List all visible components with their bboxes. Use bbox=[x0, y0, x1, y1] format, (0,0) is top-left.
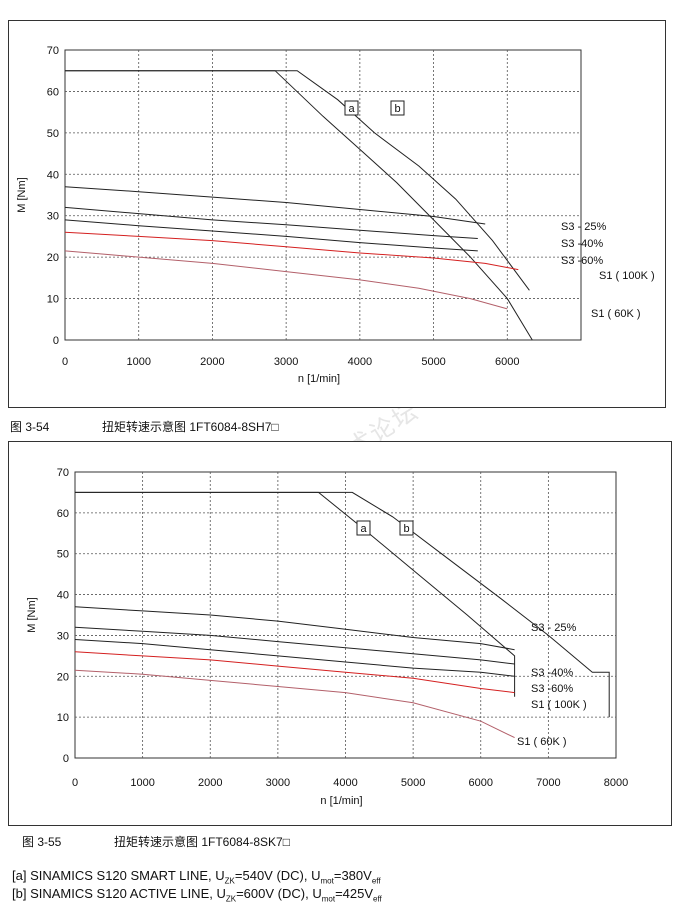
curve-label-b: b bbox=[394, 103, 400, 115]
figure-title-2: 扭矩转速示意图 1FT6084-8SK7□ bbox=[114, 835, 290, 849]
y-tick-label: 70 bbox=[57, 467, 69, 479]
series-line bbox=[74, 626, 515, 665]
x-tick-label: 6000 bbox=[495, 356, 519, 368]
figure-number-1: 图 3-54 bbox=[10, 420, 50, 434]
y-tick-label: 40 bbox=[57, 590, 69, 602]
series-line bbox=[64, 219, 478, 252]
x-tick-label: 8000 bbox=[604, 777, 628, 789]
curve-label-box-a bbox=[344, 100, 359, 116]
y-tick-label: 50 bbox=[47, 128, 59, 140]
y-tick-label: 40 bbox=[47, 169, 59, 181]
series-label: S1 ( 100K ) bbox=[599, 270, 655, 282]
x-tick-label: 7000 bbox=[536, 777, 560, 789]
x-tick-label: 5000 bbox=[421, 356, 445, 368]
legend-b-value: =425V bbox=[335, 886, 374, 901]
series-line bbox=[74, 606, 515, 651]
plot-area-border bbox=[74, 471, 617, 759]
legend-a-prefix: [a] SINAMICS S120 SMART LINE, U bbox=[12, 868, 225, 883]
y-tick-label: 30 bbox=[57, 630, 69, 642]
series-label: S1 ( 100K ) bbox=[531, 699, 587, 711]
series-label: S3 -60% bbox=[531, 683, 573, 695]
series-line bbox=[74, 669, 515, 739]
x-tick-label: 3000 bbox=[266, 777, 290, 789]
series-line bbox=[74, 639, 515, 677]
curve-label-a: a bbox=[348, 103, 355, 115]
x-tick-label: 0 bbox=[72, 777, 78, 789]
y-axis-label: M [Nm] bbox=[16, 177, 28, 212]
y-tick-label: 20 bbox=[57, 671, 69, 683]
series-label: S1 ( 60K ) bbox=[517, 736, 567, 748]
figure-number-2: 图 3-55 bbox=[22, 835, 62, 849]
x-tick-label: 1000 bbox=[130, 777, 154, 789]
plot-area-border bbox=[64, 49, 582, 341]
x-axis-label: n [1/min] bbox=[298, 373, 340, 385]
x-tick-label: 0 bbox=[62, 356, 68, 368]
y-tick-label: 20 bbox=[47, 252, 59, 264]
legend-a-value: =380V bbox=[333, 868, 372, 883]
torque-speed-chart-1: 0 1000 2000 3000 4000 5000 6000 0 10 20 30 40 50 60 70… bbox=[16, 45, 655, 385]
x-tick-label: 4000 bbox=[333, 777, 357, 789]
y-tick-label: 50 bbox=[57, 549, 69, 561]
series-line bbox=[74, 651, 515, 694]
y-tick-label: 10 bbox=[47, 294, 59, 306]
chart-frame-1: 0 1000 2000 3000 4000 5000 6000 0 10 20 30 40 50 60 70… bbox=[8, 20, 666, 408]
figure-caption-1: 图 3-54 扭矩转速示意图 1FT6084-8SH7□ bbox=[10, 418, 279, 435]
legend-a-sub-zk: ZK bbox=[224, 876, 235, 886]
legend-b-prefix: [b] SINAMICS S120 ACTIVE LINE, U bbox=[12, 886, 226, 901]
figure-title-1: 扭矩转速示意图 1FT6084-8SH7□ bbox=[102, 420, 279, 434]
x-tick-label: 1000 bbox=[126, 356, 150, 368]
legend-line-a: [a] SINAMICS S120 SMART LINE, UZK=540V (… bbox=[12, 868, 381, 886]
series-label: S1 ( 60K ) bbox=[591, 308, 641, 320]
y-axis-label: M [Nm] bbox=[26, 597, 38, 632]
figure-caption-2: 图 3-55 扭矩转速示意图 1FT6084-8SK7□ bbox=[22, 833, 290, 850]
y-tick-label: 70 bbox=[47, 45, 59, 57]
series-label: S3 - 25% bbox=[561, 221, 606, 233]
y-tick-label: 30 bbox=[47, 211, 59, 223]
x-tick-label: 6000 bbox=[469, 777, 493, 789]
y-tick-label: 0 bbox=[63, 753, 69, 765]
x-tick-label: 3000 bbox=[274, 356, 298, 368]
series-label: S3 -40% bbox=[561, 238, 603, 250]
series-line bbox=[65, 70, 530, 291]
series-line bbox=[64, 250, 508, 310]
legend-b-sub-zk: ZK bbox=[225, 894, 237, 904]
legend-b-mid: =600V (DC), U bbox=[236, 886, 322, 901]
curve-label-box-a bbox=[356, 520, 371, 536]
y-tick-label: 60 bbox=[57, 508, 69, 520]
x-tick-label: 4000 bbox=[348, 356, 372, 368]
legend-line-b: [b] SINAMICS S120 ACTIVE LINE, UZK=600V … bbox=[12, 886, 382, 904]
legend-a-sub-mot: mot bbox=[320, 876, 334, 886]
x-axis-label: n [1/min] bbox=[320, 795, 362, 807]
series-line bbox=[64, 206, 478, 239]
series-line bbox=[65, 70, 533, 341]
curve-label-b: b bbox=[403, 523, 409, 535]
torque-speed-chart-2: 0 1000 2000 3000 4000 5000 6000 7000 8000 0 10 20 30… bbox=[26, 467, 628, 807]
curve-label-box-b bbox=[399, 520, 414, 536]
series-label: S3 -60% bbox=[561, 255, 603, 267]
series-label: S3 -40% bbox=[531, 667, 573, 679]
y-tick-label: 0 bbox=[53, 335, 59, 347]
legend-b-sub-mot: mot bbox=[321, 894, 336, 904]
y-tick-label: 10 bbox=[57, 712, 69, 724]
chart-frame-2: 0 1000 2000 3000 4000 5000 6000 7000 8000 0 10 20 30… bbox=[8, 441, 672, 826]
series-label: S3 - 25% bbox=[531, 622, 576, 634]
legend-a-mid: =540V (DC), U bbox=[234, 868, 321, 883]
curve-label-box-b bbox=[390, 100, 405, 116]
x-tick-label: 2000 bbox=[200, 356, 224, 368]
x-tick-label: 5000 bbox=[401, 777, 425, 789]
legend-b-sub-eff: eff bbox=[373, 894, 382, 904]
curve-label-a: a bbox=[360, 523, 367, 535]
series-line bbox=[64, 186, 486, 225]
series-line bbox=[64, 231, 519, 271]
legend-a-sub-eff: eff bbox=[371, 876, 381, 886]
series-line bbox=[75, 491, 610, 718]
x-tick-label: 2000 bbox=[198, 777, 222, 789]
y-tick-label: 60 bbox=[47, 86, 59, 98]
